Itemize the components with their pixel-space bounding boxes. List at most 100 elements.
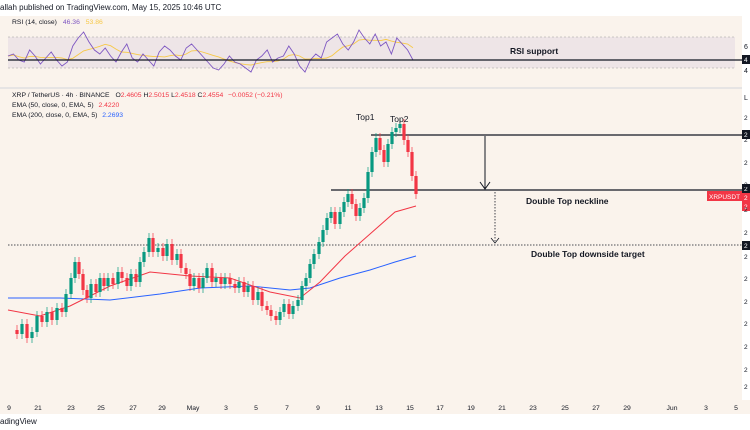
tradingview-brand: adingView xyxy=(0,417,37,426)
rsi-axis-tag-text: 4 xyxy=(744,57,748,64)
rsi-legend: RSI (14, close) 46.36 53.86 xyxy=(12,18,103,28)
ema50-line xyxy=(7,205,417,317)
ema50-label: EMA (50, close, 0, EMA, 5) xyxy=(12,102,94,109)
price-tick: 2 xyxy=(744,299,748,306)
price-tick: 2 xyxy=(744,384,748,391)
symbol-badge xyxy=(707,191,742,201)
candle-body xyxy=(278,312,282,320)
time-label: 23 xyxy=(67,405,75,412)
candle-body xyxy=(102,278,106,286)
chart-canvas[interactable]: Top1 Top2 Double Top neckline Double Top… xyxy=(0,16,750,414)
price-tick: 2 xyxy=(744,254,748,261)
ohlc-l-value: 2.4518 xyxy=(174,92,196,99)
candle-body xyxy=(111,278,115,284)
candle-body xyxy=(69,278,73,294)
candle-body xyxy=(192,278,196,286)
target-tag-text: 2 xyxy=(744,243,748,250)
rsi-axis-tick: 6 xyxy=(744,44,748,51)
price-tick: 2 xyxy=(744,160,748,167)
candle-body xyxy=(205,268,209,278)
neckline-tag xyxy=(742,184,750,193)
rsi-line xyxy=(7,29,414,73)
top1-label: Top1 xyxy=(356,112,375,122)
price-tick: 2 xyxy=(744,321,748,328)
candle-body xyxy=(291,306,295,314)
time-label: 25 xyxy=(97,405,105,412)
candle-body xyxy=(394,128,398,132)
ema200-label: EMA (200, close, 0, EMA, 5) xyxy=(12,112,98,119)
price-tick: 2 xyxy=(744,276,748,283)
candle-body xyxy=(201,278,205,288)
price-tag-red-2-text: 2 xyxy=(744,204,748,211)
time-label: May xyxy=(187,405,200,412)
time-label: 23 xyxy=(529,405,537,412)
candle-body xyxy=(25,324,29,338)
candle-body xyxy=(219,278,223,284)
candle-body xyxy=(233,284,237,288)
candle-body xyxy=(85,290,89,298)
time-label: 17 xyxy=(436,405,444,412)
symbol-legend: XRP / TetherUS · 4h · BINANCE O2.4605 H2… xyxy=(12,91,283,101)
top-line-tag-text: 2 xyxy=(744,132,748,139)
candle-body xyxy=(256,292,260,300)
time-axis-bg xyxy=(0,400,750,414)
candle-body xyxy=(251,286,255,300)
candle-body xyxy=(333,212,337,224)
candle-body xyxy=(77,262,81,274)
candle-body xyxy=(151,238,155,252)
candle-body xyxy=(317,242,321,254)
candle-body xyxy=(64,294,68,312)
candle-body xyxy=(390,132,394,144)
candle-body xyxy=(138,262,142,282)
symbol-badge-text: XRPUSDT xyxy=(709,194,740,201)
candle-body xyxy=(237,282,241,288)
time-label: 27 xyxy=(592,405,600,412)
price-tick: 2 xyxy=(744,115,748,122)
candle-body xyxy=(300,286,304,300)
neckline-label: Double Top neckline xyxy=(526,196,609,206)
ohlc-change: −0.0052 (−0.21%) xyxy=(228,92,283,99)
candle-body xyxy=(246,286,250,292)
time-label: 25 xyxy=(561,405,569,412)
candle-body xyxy=(129,274,133,286)
candle-body xyxy=(223,278,227,284)
time-label: 5 xyxy=(734,405,738,412)
candle-body xyxy=(410,152,414,176)
candle-body xyxy=(60,308,64,312)
candle-body xyxy=(304,278,308,286)
candle-body xyxy=(358,208,362,216)
footer-bar: adingView xyxy=(0,414,750,430)
time-label: 9 xyxy=(7,405,11,412)
price-axis-bg xyxy=(742,16,750,414)
candle-body xyxy=(188,274,192,286)
ohlc-c-value: 2.4554 xyxy=(202,92,224,99)
ema50-value: 2.4220 xyxy=(98,102,120,109)
candle-body xyxy=(260,292,264,306)
rsi-legend-value: 46.36 xyxy=(62,19,80,26)
price-tag-red-text: 2 xyxy=(744,195,748,202)
candle-body xyxy=(308,264,312,278)
rsi-axis-tag xyxy=(742,55,750,64)
time-label: 5 xyxy=(254,405,258,412)
candle-body xyxy=(274,316,278,320)
time-label: 7 xyxy=(285,405,289,412)
time-label: 27 xyxy=(129,405,137,412)
candle-body xyxy=(228,278,232,284)
candle-body xyxy=(214,278,218,282)
top-line-tag xyxy=(742,130,750,139)
candle-body xyxy=(321,230,325,242)
candle-body xyxy=(81,274,85,290)
ohlc-h-label: H xyxy=(143,92,149,99)
time-label: 11 xyxy=(344,405,351,412)
time-axis[interactable]: 9 21 23 25 27 29 May 3 5 7 9 11 13 15 17 19 21 23 25 27 29 Ju… xyxy=(0,400,750,414)
candle-body xyxy=(329,212,333,218)
ohlc-o-value: 2.4605 xyxy=(120,92,142,99)
candle-body xyxy=(197,278,201,288)
chart-area[interactable]: Top1 Top2 Double Top neckline Double Top… xyxy=(0,16,750,414)
candle-body xyxy=(242,282,246,292)
ohlc-h-value: 2.5015 xyxy=(148,92,170,99)
price-tick: 2 xyxy=(744,137,748,144)
neckline-tag-text: 2 xyxy=(744,186,748,193)
publisher-text: allah published on TradingView.com, May … xyxy=(0,3,222,12)
